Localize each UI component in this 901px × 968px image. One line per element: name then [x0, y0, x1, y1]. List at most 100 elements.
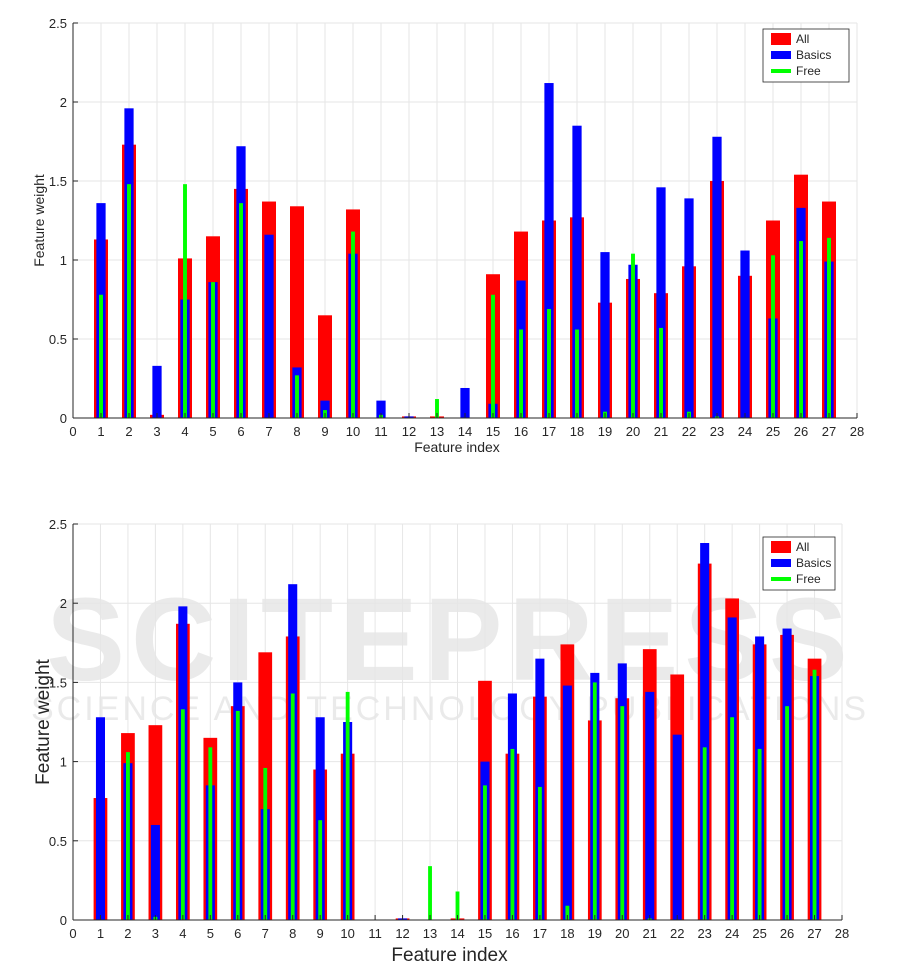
x-tick-label: 17 [542, 424, 556, 439]
chart-bottom: 0 1 2 3 4 5 6 7 8 9 10 11 12 13 14 15 16 17 18 19 20 21 22 23 24… [33, 517, 849, 966]
bar-basics [600, 252, 610, 418]
x-tick-label: 6 [234, 926, 241, 941]
x-tick-label: 1 [97, 424, 104, 439]
bar-basics [684, 198, 694, 418]
bar-free [785, 706, 789, 920]
y-tick-label: 1.5 [49, 174, 67, 189]
bar-free [592, 682, 597, 920]
bar-free [318, 820, 323, 920]
y-tick-label: 2.5 [49, 16, 67, 31]
bar-basics [264, 234, 274, 418]
x-tick-label: 16 [505, 926, 519, 941]
bar-free [239, 203, 243, 418]
x-tick-label: 25 [766, 424, 780, 439]
x-tick-label: 24 [738, 424, 752, 439]
x-tick-label: 27 [822, 424, 836, 439]
bar-basics [712, 136, 722, 418]
bar-basics [376, 400, 386, 418]
bar-free [491, 294, 495, 418]
y-tick-label: 2.5 [49, 517, 67, 532]
x-tick-label: 22 [670, 926, 684, 941]
x-tick-label: 27 [807, 926, 821, 941]
bar-free [659, 327, 663, 418]
x-tick-label: 10 [346, 424, 360, 439]
bar-basics [656, 187, 666, 418]
bar-free [455, 891, 460, 920]
x-tick-label: 21 [654, 424, 668, 439]
y-tick-label: 0.5 [49, 332, 67, 347]
x-tick-label: 21 [643, 926, 657, 941]
x-axis-label: Feature index [414, 439, 500, 455]
y-tick-label: 1.5 [49, 675, 67, 690]
y-tick-label: 0 [60, 411, 67, 426]
bar-free [483, 785, 487, 920]
bar-free [702, 747, 707, 920]
legend-swatch-all [771, 541, 791, 553]
x-tick-label: 26 [780, 926, 794, 941]
x-tick-label: 4 [179, 926, 186, 941]
x-tick-label: 23 [697, 926, 711, 941]
x-tick-label: 16 [514, 424, 528, 439]
x-tick-label: 26 [794, 424, 808, 439]
legend-label-free: Free [796, 64, 821, 78]
x-tick-label: 0 [69, 926, 76, 941]
y-tick-label: 2 [60, 95, 67, 110]
bar-free [126, 752, 130, 920]
x-tick-label: 14 [450, 926, 464, 941]
bar-free [263, 767, 268, 920]
x-tick-label: 17 [533, 926, 547, 941]
bar-all [290, 206, 304, 418]
bar-basics [152, 365, 162, 418]
bar-basics [315, 717, 325, 920]
x-tick-label: 8 [289, 926, 296, 941]
watermark-subtitle: SCIENCE AND TECHNOLOGY PUBLICATIONS [31, 690, 869, 728]
x-tick-label: 25 [752, 926, 766, 941]
bar-basics [562, 685, 572, 920]
bar-free [812, 669, 817, 920]
x-tick-label: 28 [835, 926, 849, 941]
bar-all [318, 315, 332, 418]
legend: All Basics Free [762, 28, 850, 83]
x-tick-label: 9 [321, 424, 328, 439]
y-axis-label: Feature weight [31, 174, 47, 267]
x-axis-label: Feature index [391, 945, 508, 963]
x-tick-label: 7 [262, 926, 269, 941]
bar-free [235, 710, 240, 920]
legend-label-all: All [796, 32, 809, 46]
legend: All Basics Free [762, 536, 836, 591]
x-tick-label: 11 [374, 424, 388, 439]
legend-swatch-all [771, 33, 791, 45]
x-tick-label: 15 [478, 926, 492, 941]
y-tick-label: 1 [60, 755, 67, 770]
x-tick-label: 20 [626, 424, 640, 439]
legend-label-basics: Basics [796, 48, 831, 62]
chart-top: 0 1 2 3 4 5 6 7 8 9 10 11 12 13 14 15 16 17 18 19 20 21 22 23 24… [31, 16, 864, 455]
bar-free [345, 691, 350, 920]
bar-free [351, 231, 355, 418]
legend-swatch-free [771, 577, 791, 581]
x-tick-label: 19 [588, 926, 602, 941]
x-tick-label: 19 [598, 424, 612, 439]
bar-free [771, 255, 775, 418]
bar-basics [95, 717, 105, 920]
bar-basics [320, 400, 330, 418]
bar-free [295, 375, 299, 418]
x-tick-label: 4 [181, 424, 188, 439]
x-tick-label: 1 [97, 926, 104, 941]
bar-free [537, 786, 542, 920]
y-tick-label: 1 [60, 253, 67, 268]
bar-basics [740, 250, 750, 418]
x-tick-label: 0 [69, 424, 76, 439]
bar-basics [544, 83, 554, 418]
bar-free [211, 282, 215, 418]
legend-swatch-basics [771, 559, 791, 567]
x-tick-label: 7 [265, 424, 272, 439]
bar-basics [672, 734, 682, 920]
legend-swatch-basics [771, 51, 791, 59]
x-tick-label: 10 [340, 926, 354, 941]
x-tick-label: 12 [402, 424, 416, 439]
x-tick-label: 9 [317, 926, 324, 941]
bar-free [547, 308, 551, 418]
bar-free [827, 237, 831, 418]
x-tick-label: 13 [423, 926, 437, 941]
